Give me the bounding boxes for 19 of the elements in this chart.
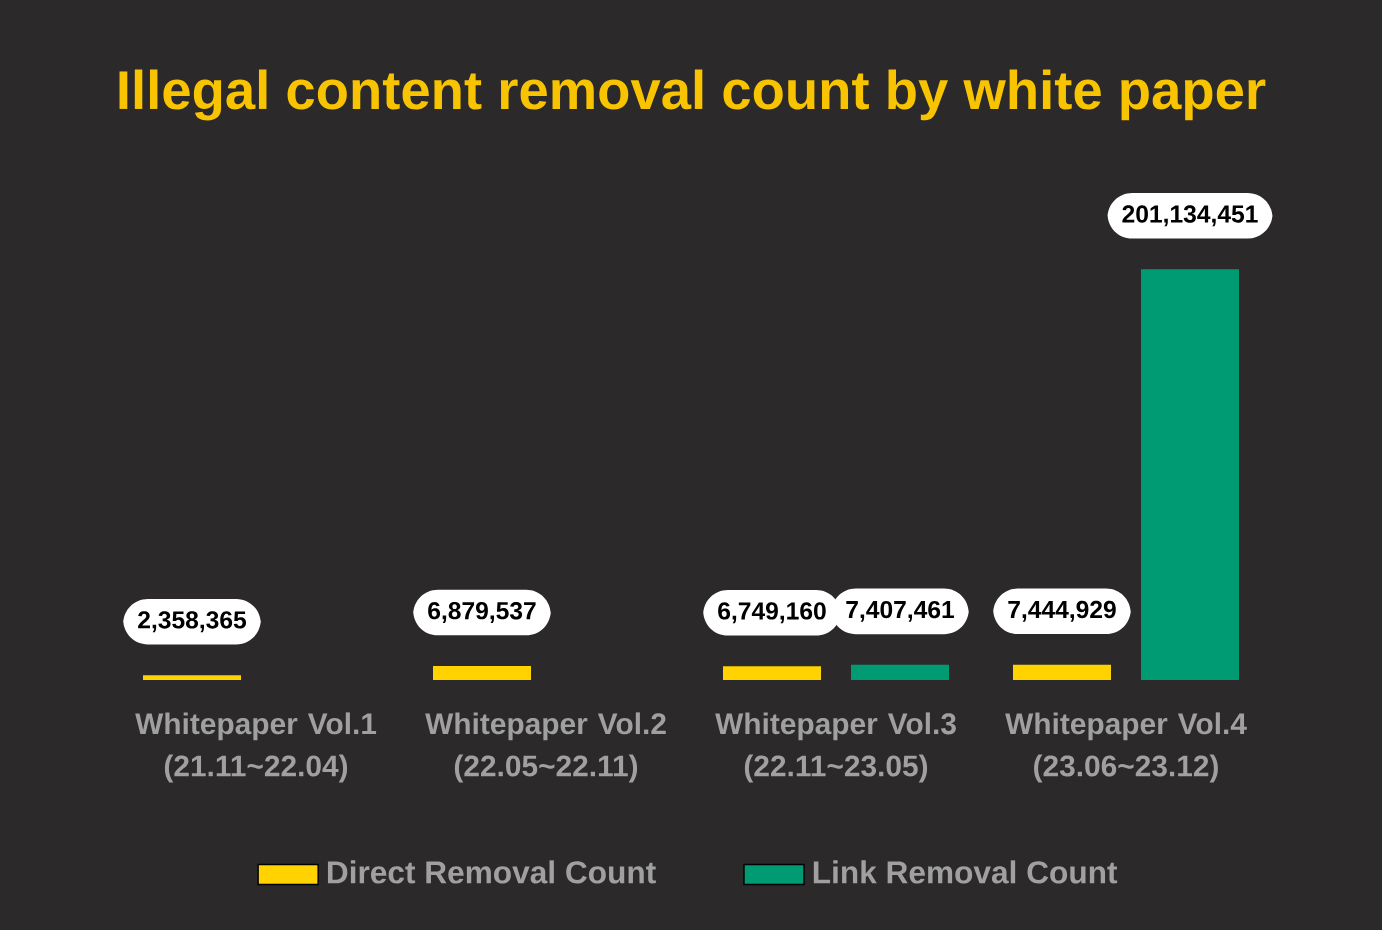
data-label: 7,407,461 xyxy=(846,600,955,622)
data-label: 6,749,160 xyxy=(718,602,826,624)
legend-label: Link Removal Count xyxy=(813,860,1118,884)
data-label: 2,358,365 xyxy=(138,611,247,633)
x-tick-label: Whitepaper Vol.4 (23.06~23.12) xyxy=(1005,712,1247,783)
data-label: 201,134,451 xyxy=(1122,205,1258,227)
x-tick-label: Whitepaper Vol.2 (22.05~22.11) xyxy=(425,712,666,783)
bar xyxy=(433,665,532,680)
bar xyxy=(1013,664,1111,680)
data-label: 6,879,537 xyxy=(428,601,536,623)
bar xyxy=(143,675,242,680)
x-tick-label: Whitepaper Vol.3 (22.11~23.05) xyxy=(715,712,956,783)
chart-title: Illegal content removal count by white paper xyxy=(119,69,1266,121)
legend-label: Direct Removal Count xyxy=(327,860,656,884)
x-tick-label: Whitepaper Vol.1 (21.11~22.04) xyxy=(135,712,377,783)
data-label: 7,444,929 xyxy=(1008,600,1116,622)
bar xyxy=(1140,269,1239,680)
bar xyxy=(723,666,821,680)
bar xyxy=(851,664,950,680)
